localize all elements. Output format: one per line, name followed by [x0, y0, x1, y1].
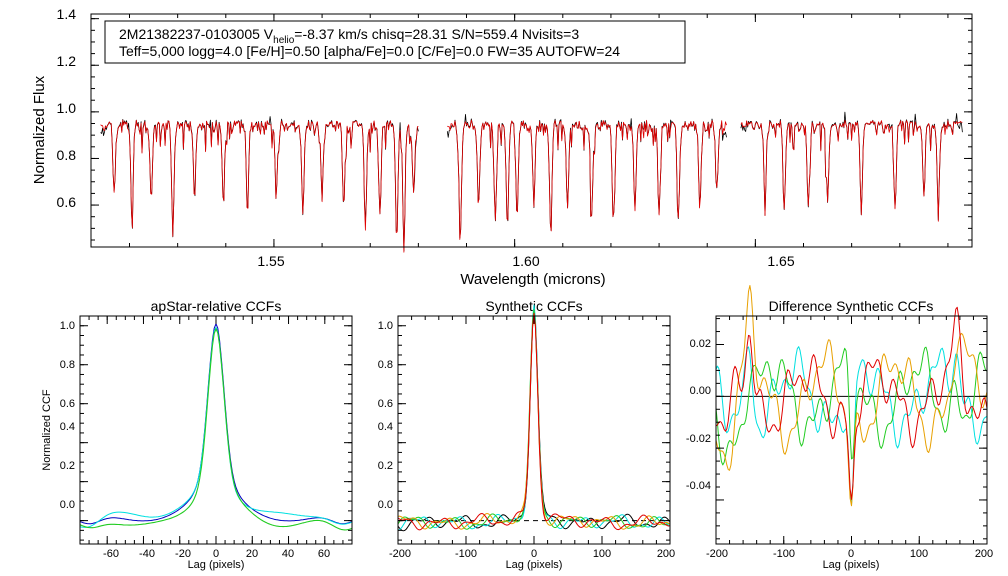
apstar-xtick-6: 40	[282, 548, 294, 560]
apstar-ytick-4: 0.6	[60, 398, 75, 410]
model-spectrum-segment-1	[100, 119, 419, 253]
synthetic-axes-frame	[397, 315, 671, 545]
synthetic-xtick-4: 100	[593, 548, 611, 560]
header-line-1: 2M21382237-0103005 Vhelio=-8.37 km/s chi…	[119, 26, 579, 46]
synthetic-ytick-4: 0.6	[378, 398, 393, 410]
synthetic-ccf-lines	[397, 304, 671, 532]
difference-ccf-visit-2	[715, 346, 988, 466]
apstar-xtick-2: -40	[139, 548, 155, 560]
spectrum-xtick-3: 1.65	[767, 253, 794, 269]
header-line-2: Teff=5,000 logg=4.0 [Fe/H]=0.50 [alpha/F…	[119, 43, 620, 59]
header-line-1-suffix: =-8.37 km/s chisq=28.31 S/N=559.4 Nvisit…	[294, 26, 579, 42]
synthetic-xtick-2: -100	[455, 548, 477, 560]
apstar-ccf-visit-2	[79, 326, 353, 528]
apstar-ytick-5: 0.8	[60, 359, 75, 371]
difference-ccf-panel: Difference Synthetic CCFs -200 -100 0 10…	[686, 285, 993, 571]
apstar-ccf-visit-1	[79, 323, 353, 525]
apstar-ytick-3: 0.4	[60, 421, 75, 433]
apstar-ccf-panel: apStar-relative CCFs -60 -40 -20 0 20 40…	[41, 298, 353, 571]
difference-xtick-1: -200	[706, 548, 728, 560]
synthetic-ytick-2: 0.2	[378, 460, 393, 472]
apstar-title: apStar-relative CCFs	[151, 298, 282, 314]
synthetic-xtick-5: 200	[657, 548, 675, 560]
header-line-1-prefix: 2M21382237-0103005 V	[119, 26, 274, 42]
header-line-1-subscript: helio	[273, 35, 295, 46]
difference-ccf-visit-3	[715, 285, 988, 507]
header-box: 2M21382237-0103005 Vhelio=-8.37 km/s chi…	[104, 20, 686, 64]
difference-ccf-lines	[715, 285, 988, 507]
difference-ytick-1: -0.04	[686, 480, 711, 492]
difference-xtick-2: -100	[773, 548, 795, 560]
difference-ccf-visit-4	[715, 306, 988, 500]
model-spectrum-segment-2	[447, 119, 727, 240]
difference-ccf-visit-1	[715, 346, 988, 506]
apstar-xtick-5: 20	[246, 548, 258, 560]
apstar-ytick-6: 1.0	[60, 320, 75, 332]
synthetic-ccf-visit-3	[397, 313, 671, 530]
spectrum-xtick-2: 1.60	[512, 253, 539, 269]
synthetic-ytick-6: 1.0	[378, 320, 393, 332]
header-box-frame	[104, 20, 686, 64]
spectrum-lines	[100, 111, 963, 253]
spectrum-xtick-1: 1.55	[257, 253, 284, 269]
apstar-xtick-4: 0	[213, 548, 219, 560]
difference-xtick-5: 200	[975, 548, 993, 560]
observed-spectrum-segment-2	[446, 114, 727, 239]
difference-ytick-4: 0.02	[690, 338, 711, 350]
apstar-ticks	[79, 316, 353, 544]
synthetic-x-axis-label: Lag (pixels)	[506, 559, 563, 571]
synthetic-ccf-panel: Synthetic CCFs -200 -100 0 100 200 0.0 0…	[378, 298, 675, 571]
spectrum-axes-frame	[90, 13, 973, 248]
synthetic-ccf-visit-2	[397, 309, 671, 530]
synthetic-xtick-3: 0	[531, 548, 537, 560]
apstar-ccf-lines	[79, 323, 353, 531]
spectrum-ytick-5: 1.4	[57, 6, 77, 22]
spectrum-ytick-3: 1.0	[57, 100, 77, 116]
synthetic-ccf-visit-1	[397, 304, 671, 531]
apstar-y-axis-label: Normalized CCF	[41, 389, 53, 471]
difference-ytick-2: -0.02	[686, 433, 711, 445]
model-spectrum-segment-3	[740, 119, 963, 222]
apstar-xtick-1: -60	[103, 548, 119, 560]
apstar-xtick-3: -20	[175, 548, 191, 560]
apstar-ytick-2: 0.2	[60, 460, 75, 472]
apstar-ccf-visit-3	[79, 328, 353, 531]
spectrum-y-axis-label: Normalized Flux	[31, 75, 48, 184]
synthetic-ytick-3: 0.4	[378, 421, 393, 433]
difference-xtick-4: 100	[910, 548, 928, 560]
difference-xtick-3: 0	[848, 548, 854, 560]
spectrum-ytick-2: 0.8	[57, 147, 77, 163]
synthetic-ytick-5: 0.8	[378, 359, 393, 371]
apstar-ytick-1: 0.0	[60, 499, 75, 511]
difference-ticks	[715, 316, 988, 544]
apstar-x-axis-label: Lag (pixels)	[188, 559, 245, 571]
spectrum-ytick-1: 0.6	[57, 194, 77, 210]
difference-x-axis-label: Lag (pixels)	[823, 559, 880, 571]
apstar-xtick-7: 60	[318, 548, 330, 560]
spectrum-x-axis-label: Wavelength (microns)	[460, 271, 605, 288]
spectrum-panel: 1.55 1.60 1.65 0.6 0.8 1.0 1.2 1.4 Wavel…	[31, 6, 973, 288]
synthetic-ytick-1: 0.0	[378, 499, 393, 511]
synthetic-ticks	[397, 316, 671, 544]
difference-ytick-3: 0.00	[690, 385, 711, 397]
synthetic-ccf-combined	[397, 310, 671, 532]
synthetic-ccf-visit-4	[397, 312, 671, 531]
difference-title: Difference Synthetic CCFs	[769, 298, 934, 314]
apstar-axes-frame	[79, 315, 353, 545]
synthetic-xtick-1: -200	[389, 548, 411, 560]
spectrum-ytick-4: 1.2	[57, 53, 77, 69]
